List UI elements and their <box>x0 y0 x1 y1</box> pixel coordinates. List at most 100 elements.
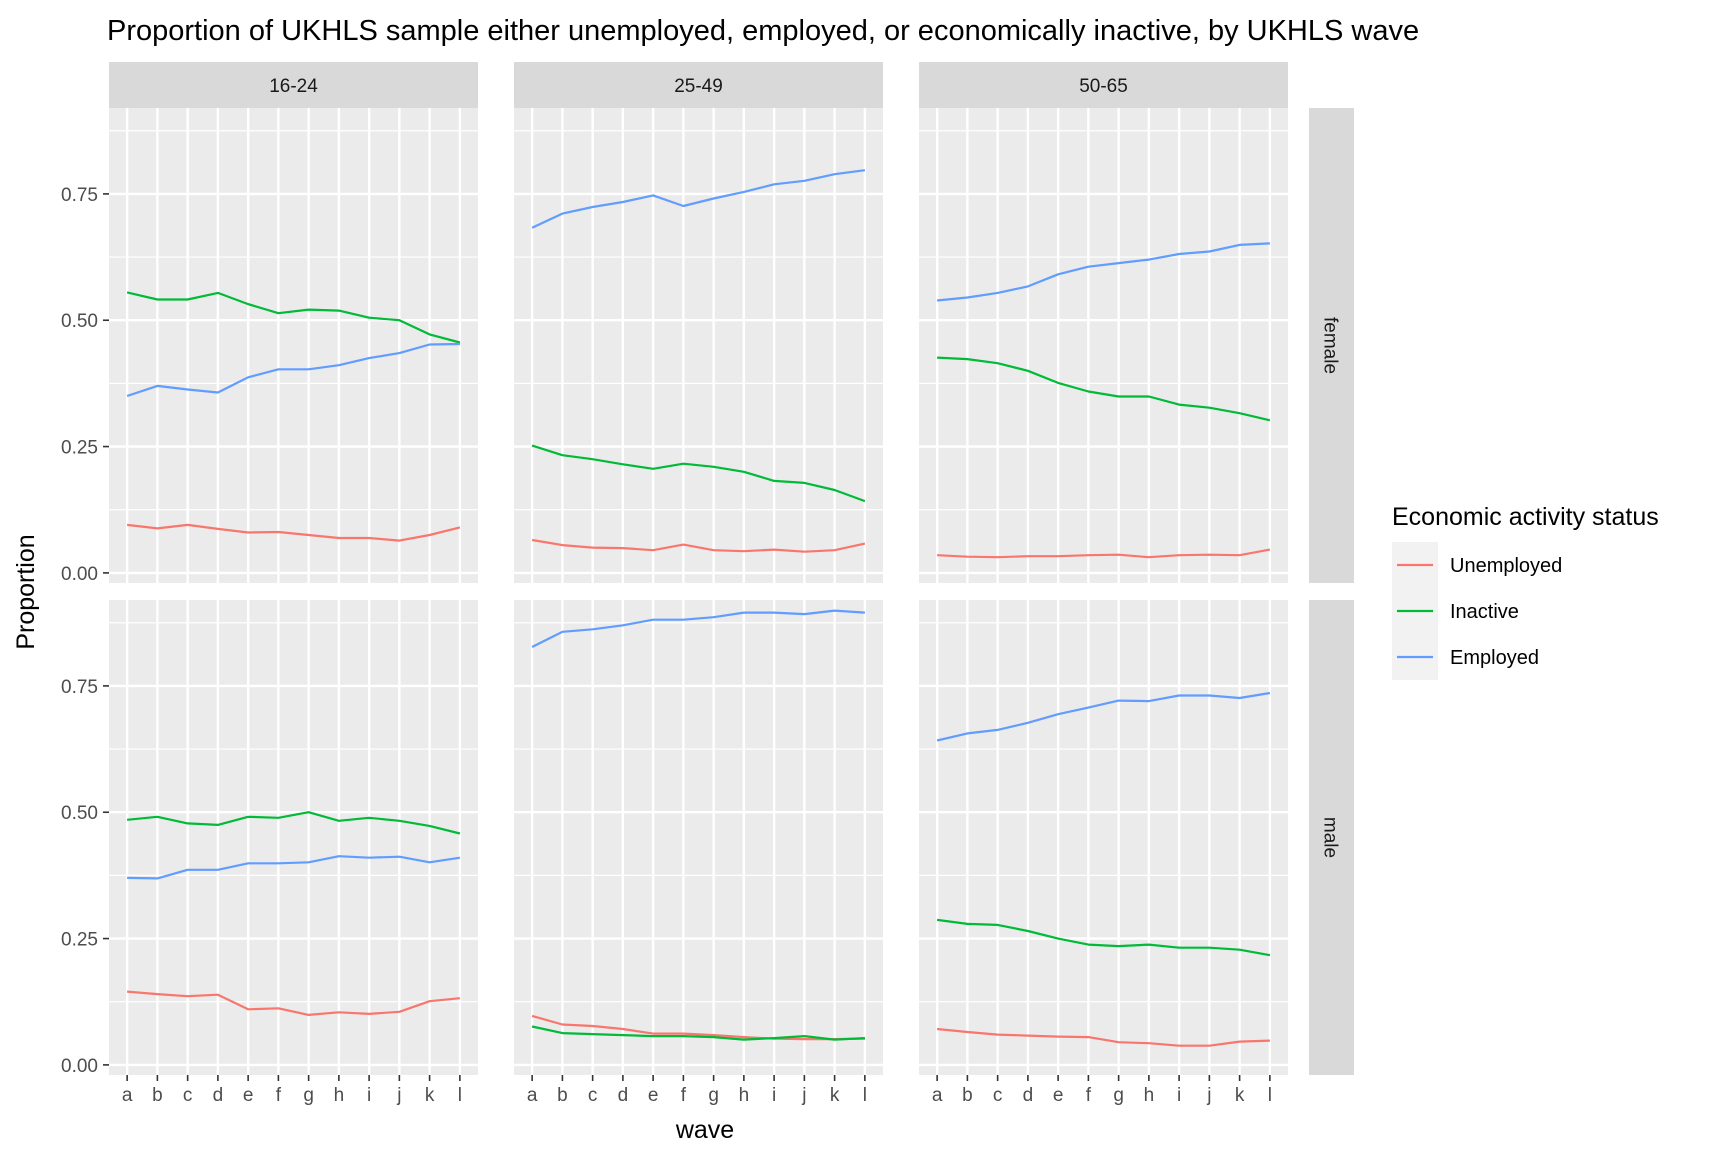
series-line-unemployed <box>126 523 461 542</box>
legend: Economic activity status Unemployed Inact… <box>1392 503 1659 680</box>
x-tick-label: e <box>243 1085 254 1106</box>
y-tick-label: 0.50 <box>61 803 98 824</box>
legend-title: Economic activity status <box>1392 503 1659 531</box>
y-tick-label: 0.00 <box>61 564 98 585</box>
facet-strip-bg <box>1309 108 1354 583</box>
facet-strip-label: female <box>1320 317 1341 374</box>
y-tick-label: 0.75 <box>61 677 98 698</box>
panel-background <box>514 600 883 1075</box>
series-line-employed <box>531 169 866 229</box>
legend-label: Employed <box>1450 647 1539 669</box>
series-line-employed <box>126 342 460 398</box>
x-tick-label: b <box>557 1085 568 1106</box>
x-tick-label: f <box>681 1085 687 1106</box>
facet-strip-row-female: female <box>1309 108 1354 583</box>
facet-strip-label: 50-65 <box>1079 76 1128 97</box>
series-line-inactive <box>126 811 461 835</box>
x-tick-label: l <box>863 1085 867 1106</box>
facet-strip-bg <box>1309 600 1354 1075</box>
facet-strip-label: 25-49 <box>674 76 723 97</box>
facet-panels: 16-24 25-49 50-65 female male <box>109 62 1354 1075</box>
facet-strip-bg <box>514 62 883 108</box>
y-tick-label: 0.75 <box>61 185 98 206</box>
series-line-inactive <box>531 1025 865 1041</box>
panel-female-50-65 <box>919 108 1288 583</box>
series-line-employed <box>936 691 1271 742</box>
x-tick-label: j <box>1206 1085 1211 1106</box>
series-line-unemployed <box>937 548 1271 559</box>
facet-strip-bg <box>109 62 478 108</box>
legend-entry-unemployed: Unemployed <box>1392 542 1562 588</box>
panel-female-16-24 <box>109 108 478 583</box>
panel-background <box>919 108 1288 583</box>
series-line-employed <box>127 855 461 880</box>
x-tick-label: j <box>396 1085 401 1106</box>
x-tick-label: i <box>1177 1085 1181 1106</box>
x-tick-label: d <box>618 1085 629 1106</box>
panel-background <box>919 600 1288 1075</box>
y-tick-label: 0.50 <box>61 311 98 332</box>
x-tick-label: g <box>303 1085 314 1106</box>
x-tick-label: d <box>1023 1085 1034 1106</box>
facet-strip-bg <box>919 62 1288 108</box>
x-tick-label: e <box>1053 1085 1064 1106</box>
legend-label: Unemployed <box>1450 555 1562 577</box>
panel-female-25-49 <box>514 108 883 583</box>
panel-male-25-49 <box>514 600 883 1075</box>
series-line-employed <box>936 242 1270 302</box>
series-line-inactive <box>936 918 1271 957</box>
series-line-unemployed <box>936 1027 1270 1047</box>
y-axis-title: Proportion <box>12 534 40 649</box>
x-tick-label: e <box>648 1085 659 1106</box>
series-line-inactive <box>126 291 461 344</box>
x-tick-label: g <box>1113 1085 1124 1106</box>
x-tick-label: k <box>425 1085 435 1106</box>
x-tick-label: f <box>276 1085 282 1106</box>
x-tick-label: k <box>830 1085 840 1106</box>
x-tick-label: j <box>801 1085 806 1106</box>
x-tick-label: b <box>152 1085 163 1106</box>
legend-entry-inactive: Inactive <box>1392 588 1519 634</box>
x-tick-label: f <box>1086 1085 1092 1106</box>
x-tick-label: h <box>334 1085 345 1106</box>
x-tick-label: b <box>962 1085 973 1106</box>
facet-strip-row-male: male <box>1309 600 1354 1075</box>
x-tick-label: a <box>527 1085 538 1106</box>
x-tick-label: h <box>739 1085 750 1106</box>
panel-background <box>109 108 478 583</box>
series-line-unemployed <box>531 538 866 553</box>
x-tick-label: a <box>932 1085 943 1106</box>
x-tick-label: k <box>1235 1085 1245 1106</box>
legend-label: Inactive <box>1450 601 1519 623</box>
x-tick-label: i <box>772 1085 776 1106</box>
y-tick-label: 0.25 <box>61 930 98 951</box>
x-tick-label: d <box>213 1085 224 1106</box>
panel-background <box>514 108 883 583</box>
facet-strip-label: male <box>1320 817 1341 858</box>
facet-strip-col-25-49: 25-49 <box>514 62 883 108</box>
x-tick-label: c <box>993 1085 1003 1106</box>
facet-strip-label: 16-24 <box>269 76 318 97</box>
y-tick-label: 0.00 <box>61 1056 98 1077</box>
x-tick-label: h <box>1144 1085 1155 1106</box>
facet-strip-col-50-65: 50-65 <box>919 62 1288 108</box>
x-tick-label: l <box>458 1085 462 1106</box>
series-line-inactive <box>937 356 1271 422</box>
panel-male-50-65 <box>919 600 1288 1075</box>
x-axis-title: wave <box>675 1116 734 1144</box>
y-tick-label: 0.25 <box>61 438 98 459</box>
x-tick-label: c <box>183 1085 193 1106</box>
legend-entry-employed: Employed <box>1392 634 1539 680</box>
x-tick-label: c <box>588 1085 598 1106</box>
facet-strip-col-16-24: 16-24 <box>109 62 478 108</box>
x-tick-label: g <box>708 1085 719 1106</box>
x-tick-label: i <box>367 1085 371 1106</box>
x-tick-label: a <box>122 1085 133 1106</box>
series-line-employed <box>531 609 865 648</box>
series-line-inactive <box>531 444 866 503</box>
y-axes: 0.00 0.25 0.50 0.75 0.00 0.25 0.50 0.75 <box>61 185 109 1077</box>
panel-male-16-24 <box>109 600 478 1075</box>
chart-title: Proportion of UKHLS sample either unempl… <box>107 15 1419 47</box>
